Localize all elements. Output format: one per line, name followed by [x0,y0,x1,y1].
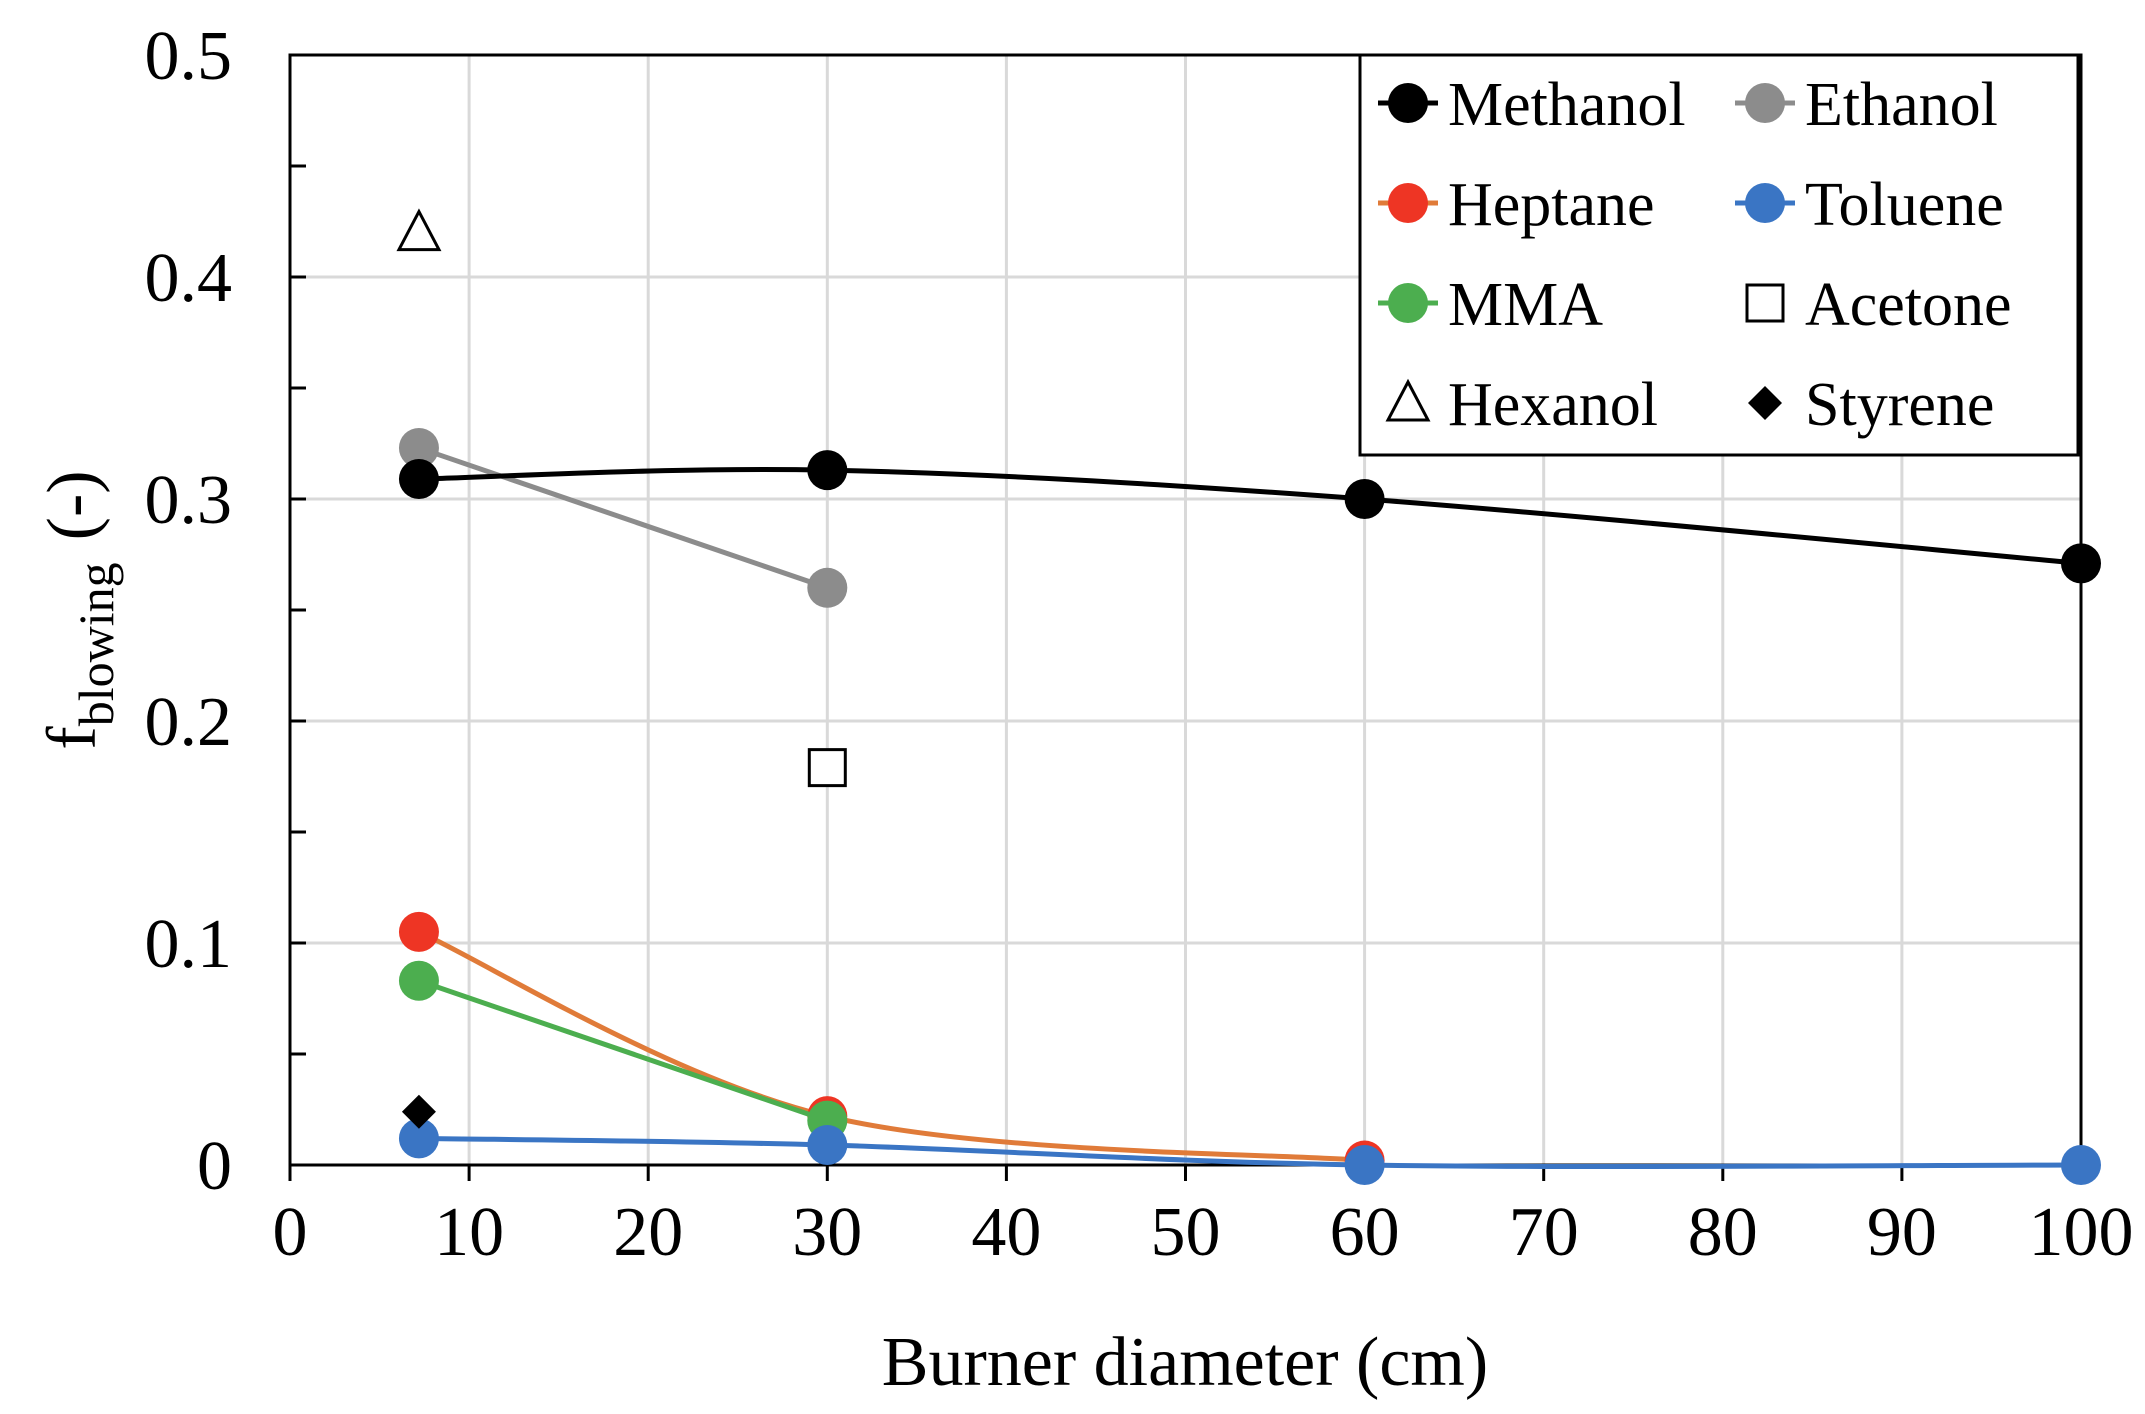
series-styrene [401,1094,436,1129]
acetone-point [807,748,847,788]
x-tick-label: 60 [1330,1194,1400,1271]
legend-label: Acetone [1805,271,2012,339]
x-tick-label: 90 [1867,1194,1937,1271]
legend-label: Styrene [1805,371,1994,439]
legend-box [1358,53,2080,457]
legend-label: Ethanol [1805,71,1998,139]
x-tick-label: 30 [792,1194,862,1271]
y-axis-title-subscript: blowing [68,562,124,726]
ethanol-point [807,567,848,608]
y-tick-label: 0.5 [145,18,233,95]
methanol-point [1388,83,1428,123]
y-tick-label: 0.2 [145,684,233,761]
series-mma [398,960,848,1141]
x-tick-label: 0 [273,1194,308,1271]
toluene-point [807,1125,848,1166]
series-acetone [807,748,847,788]
heptane-point [1388,183,1428,223]
legend-item-styrene: Styrene [1748,371,1994,439]
mma-point [1388,283,1428,323]
x-tick-label: 50 [1151,1194,1221,1271]
toluene-point [1344,1145,1385,1185]
hexanol-point [1385,378,1431,422]
heptane-line [417,929,1365,1164]
legend-label: MMA [1448,271,1603,339]
y-tick-label: 0.1 [145,906,233,983]
mma-line [418,978,829,1123]
styrene-point [401,1094,436,1129]
toluene-point [398,1118,439,1159]
x-axis-title: Burner diameter (cm) [882,1324,1488,1401]
mma-point [398,960,439,1001]
legend-item-heptane: Heptane [1378,171,1655,239]
heptane-point [398,911,439,952]
methanol-point [2061,543,2101,584]
ethanol-point [1745,83,1785,123]
y-axis-title-unit: (-) [34,470,111,540]
y-axis-title-main: f [34,726,111,750]
legend-label: Hexanol [1448,371,1658,439]
methanol-point [807,450,848,491]
legend: Methanol Ethanol Heptane Toluene MMA Acetone H… [1358,53,2080,457]
series-methanol [398,450,2101,584]
data-series [396,208,2101,1185]
series-hexanol [396,208,442,252]
series-ethanol [398,427,848,608]
legend-label: Toluene [1805,171,2004,239]
legend-label: Methanol [1448,71,1686,139]
ethanol-line [418,445,829,591]
legend-item-acetone: Acetone [1745,271,2012,339]
y-axis-title: fblowing (-) [34,470,124,749]
styrene-point [1748,386,1782,420]
hexanol-point [396,208,442,252]
legend-item-mma: MMA [1378,271,1603,339]
legend-item-ethanol: Ethanol [1735,71,1998,139]
methanol-point [1344,479,1385,519]
x-tick-label: 40 [971,1194,1041,1271]
y-tick-label: 0 [197,1128,232,1205]
toluene-point [1745,183,1785,223]
toluene-line [418,1135,2082,1169]
methanol-line [418,467,2082,566]
x-tick-label: 10 [434,1194,504,1271]
series-toluene [398,1118,2101,1185]
axes: 0 0.1 0.2 0.3 0.4 0.5 0 10 20 30 40 50 60 70 80 90 100 [145,18,2134,1271]
x-tick-label: 70 [1509,1194,1579,1271]
acetone-point [1745,283,1785,323]
legend-label: Heptane [1448,171,1655,239]
legend-item-toluene: Toluene [1735,171,2004,239]
x-tick-label: 80 [1688,1194,1758,1271]
y-tick-label: 0.4 [145,240,233,317]
y-tick-label: 0.3 [145,462,233,539]
ethanol-point [398,427,439,468]
toluene-point [2061,1145,2101,1185]
legend-item-hexanol: Hexanol [1385,371,1658,439]
legend-item-methanol: Methanol [1378,71,1686,139]
x-tick-label: 20 [613,1194,683,1271]
methanol-point [398,459,439,500]
x-tick-label: 100 [2029,1194,2134,1271]
